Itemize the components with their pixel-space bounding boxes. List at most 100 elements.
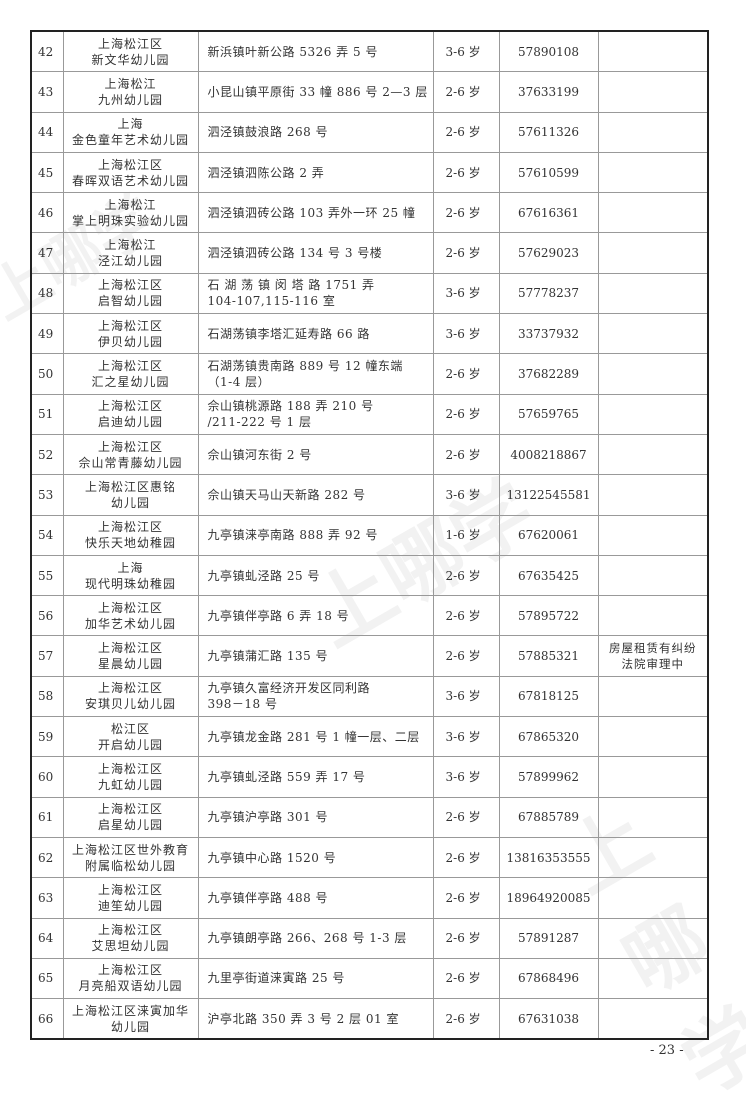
address: 泗泾镇泗陈公路 2 弄: [197, 151, 434, 194]
note: [597, 30, 709, 73]
address: 泗泾镇泗砖公路 134 号 3 号楼: [197, 232, 434, 274]
note: [597, 877, 709, 919]
phone-number: 67631038: [498, 998, 599, 1040]
kindergarten-name: 上海松江区 月亮船双语幼儿园: [62, 957, 199, 1000]
note: [597, 554, 709, 597]
kindergarten-name-line: 开启幼儿园: [97, 737, 163, 752]
table-row: 53 上海松江区惠铭 幼儿园 佘山镇天马山天新路 282 号 3-6 岁 13122545…: [30, 474, 709, 516]
row-number: 43: [30, 71, 64, 113]
note: [597, 514, 709, 556]
phone-number: 57778237: [498, 272, 599, 315]
address-line: 104-107,115-116 室: [207, 294, 336, 309]
age-range: 2-6 岁: [432, 998, 500, 1040]
kindergarten-name: 上海松江区 迪笙幼儿园: [62, 877, 199, 919]
kindergarten-name-line: 上海: [117, 117, 144, 132]
note: [597, 232, 709, 274]
address-line: 九亭镇涞亭南路 888 弄 92 号: [207, 528, 378, 543]
address: 九亭镇久富经济开发区同利路 398－18 号: [197, 675, 434, 718]
phone-number: 33737932: [498, 313, 599, 355]
row-number: 66: [30, 998, 64, 1040]
kindergarten-name-line: 上海松江区: [97, 399, 163, 414]
kindergarten-name: 上海松江区涞寅加华 幼儿园: [62, 998, 199, 1040]
kindergarten-name-line: 上海松江区: [97, 520, 163, 535]
age-range: 2-6 岁: [432, 353, 500, 395]
kindergarten-name: 上海松江 九州幼儿园: [62, 71, 199, 113]
kindergarten-name: 上海松江区 快乐天地幼稚园: [62, 514, 199, 556]
row-number: 45: [30, 151, 64, 194]
address: 佘山镇天马山天新路 282 号: [197, 474, 434, 516]
address-line: /211-222 号 1 层: [207, 415, 312, 430]
age-range: 2-6 岁: [432, 151, 500, 194]
address-line: 九亭镇虬泾路 559 弄 17 号: [207, 769, 366, 784]
kindergarten-name-line: 幼儿园: [110, 495, 150, 510]
age-range: 2-6 岁: [432, 111, 500, 153]
table-row: 50 上海松江区 汇之星幼儿园 石湖荡镇贵南路 889 号 12 幢东端 （1-4 层）…: [30, 353, 709, 395]
kindergarten-name-line: 幼儿园: [110, 1019, 150, 1034]
note: [597, 957, 709, 1000]
age-range: 2-6 岁: [432, 71, 500, 113]
row-number: 60: [30, 756, 64, 798]
age-range: 2-6 岁: [432, 393, 500, 435]
address: 石 湖 荡 镇 闵 塔 路 1751 弄 104-107,115-116 室: [197, 272, 434, 315]
kindergarten-name: 上海松江 掌上明珠实验幼儿园: [62, 192, 199, 234]
kindergarten-name: 上海松江区 艾思坦幼儿园: [62, 917, 199, 959]
phone-number: 4008218867: [498, 433, 599, 476]
kindergarten-name-line: 上海松江区: [97, 157, 163, 172]
kindergarten-name-line: 上海松江区: [97, 802, 163, 817]
kindergarten-name: 上海松江区 星晨幼儿园: [62, 635, 199, 677]
kindergarten-name: 上海松江区 汇之星幼儿园: [62, 353, 199, 395]
kindergarten-name-line: 新文华幼儿园: [91, 52, 170, 67]
kindergarten-name-line: 上海松江区涞寅加华: [71, 1003, 189, 1018]
age-range: 2-6 岁: [432, 957, 500, 1000]
note: [597, 756, 709, 798]
table-row: 63 上海松江区 迪笙幼儿园 九亭镇伴亭路 488 号 2-6 岁 18964920085: [30, 877, 709, 919]
kindergarten-name: 上海松江区 佘山常青藤幼儿园: [62, 433, 199, 476]
note: [597, 716, 709, 758]
kindergarten-name-line: 汇之星幼儿园: [91, 375, 170, 390]
table-row: 58 上海松江区 安琪贝儿幼儿园 九亭镇久富经济开发区同利路 398－18 号 3-6 岁…: [30, 675, 709, 718]
age-range: 2-6 岁: [432, 192, 500, 234]
age-range: 3-6 岁: [432, 675, 500, 718]
kindergarten-name-line: 九州幼儿园: [97, 92, 163, 107]
age-range: 3-6 岁: [432, 30, 500, 73]
kindergarten-name-line: 上海: [117, 560, 144, 575]
address: 九亭镇沪亭路 301 号: [197, 796, 434, 838]
row-number: 62: [30, 836, 64, 879]
age-range: 3-6 岁: [432, 313, 500, 355]
address: 石湖荡镇李塔汇延寿路 66 路: [197, 313, 434, 355]
row-number: 52: [30, 433, 64, 476]
kindergarten-name-line: 上海松江区: [97, 681, 163, 696]
age-range: 2-6 岁: [432, 433, 500, 476]
kindergarten-name-line: 佘山常青藤幼儿园: [78, 455, 183, 470]
phone-number: 67868496: [498, 957, 599, 1000]
kindergarten-name-line: 艾思坦幼儿园: [91, 939, 170, 954]
phone-number: 57895722: [498, 595, 599, 637]
address-line: 九亭镇中心路 1520 号: [207, 850, 337, 865]
row-number: 61: [30, 796, 64, 838]
page-number: - 23 -: [650, 1043, 684, 1058]
address-line: （1-4 层）: [207, 375, 271, 390]
age-range: 3-6 岁: [432, 474, 500, 516]
address: 石湖荡镇贵南路 889 号 12 幢东端 （1-4 层）: [197, 353, 434, 395]
table-row: 47 上海松江 泾江幼儿园 泗泾镇泗砖公路 134 号 3 号楼 2-6 岁 576290…: [30, 232, 709, 274]
row-number: 49: [30, 313, 64, 355]
phone-number: 67885789: [498, 796, 599, 838]
note: [597, 151, 709, 194]
phone-number: 57629023: [498, 232, 599, 274]
phone-number: 57899962: [498, 756, 599, 798]
kindergarten-name-line: 上海松江区: [97, 439, 163, 454]
note: [597, 71, 709, 113]
kindergarten-name-line: 上海松江区: [97, 278, 163, 293]
kindergarten-name-line: 上海松江区: [97, 359, 163, 374]
age-range: 3-6 岁: [432, 272, 500, 315]
address-line: 石湖荡镇贵南路 889 号 12 幢东端: [207, 359, 403, 374]
address-line: 九亭镇龙金路 281 号 1 幢一层、二层: [207, 729, 420, 744]
kindergarten-name-line: 上海松江: [104, 76, 157, 91]
age-range: 2-6 岁: [432, 917, 500, 959]
kindergarten-name-line: 上海松江区: [97, 963, 163, 978]
address: 沪亭北路 350 弄 3 号 2 层 01 室: [197, 998, 434, 1040]
kindergarten-name: 上海松江区 启智幼儿园: [62, 272, 199, 315]
row-number: 54: [30, 514, 64, 556]
note: [597, 313, 709, 355]
note: [597, 111, 709, 153]
